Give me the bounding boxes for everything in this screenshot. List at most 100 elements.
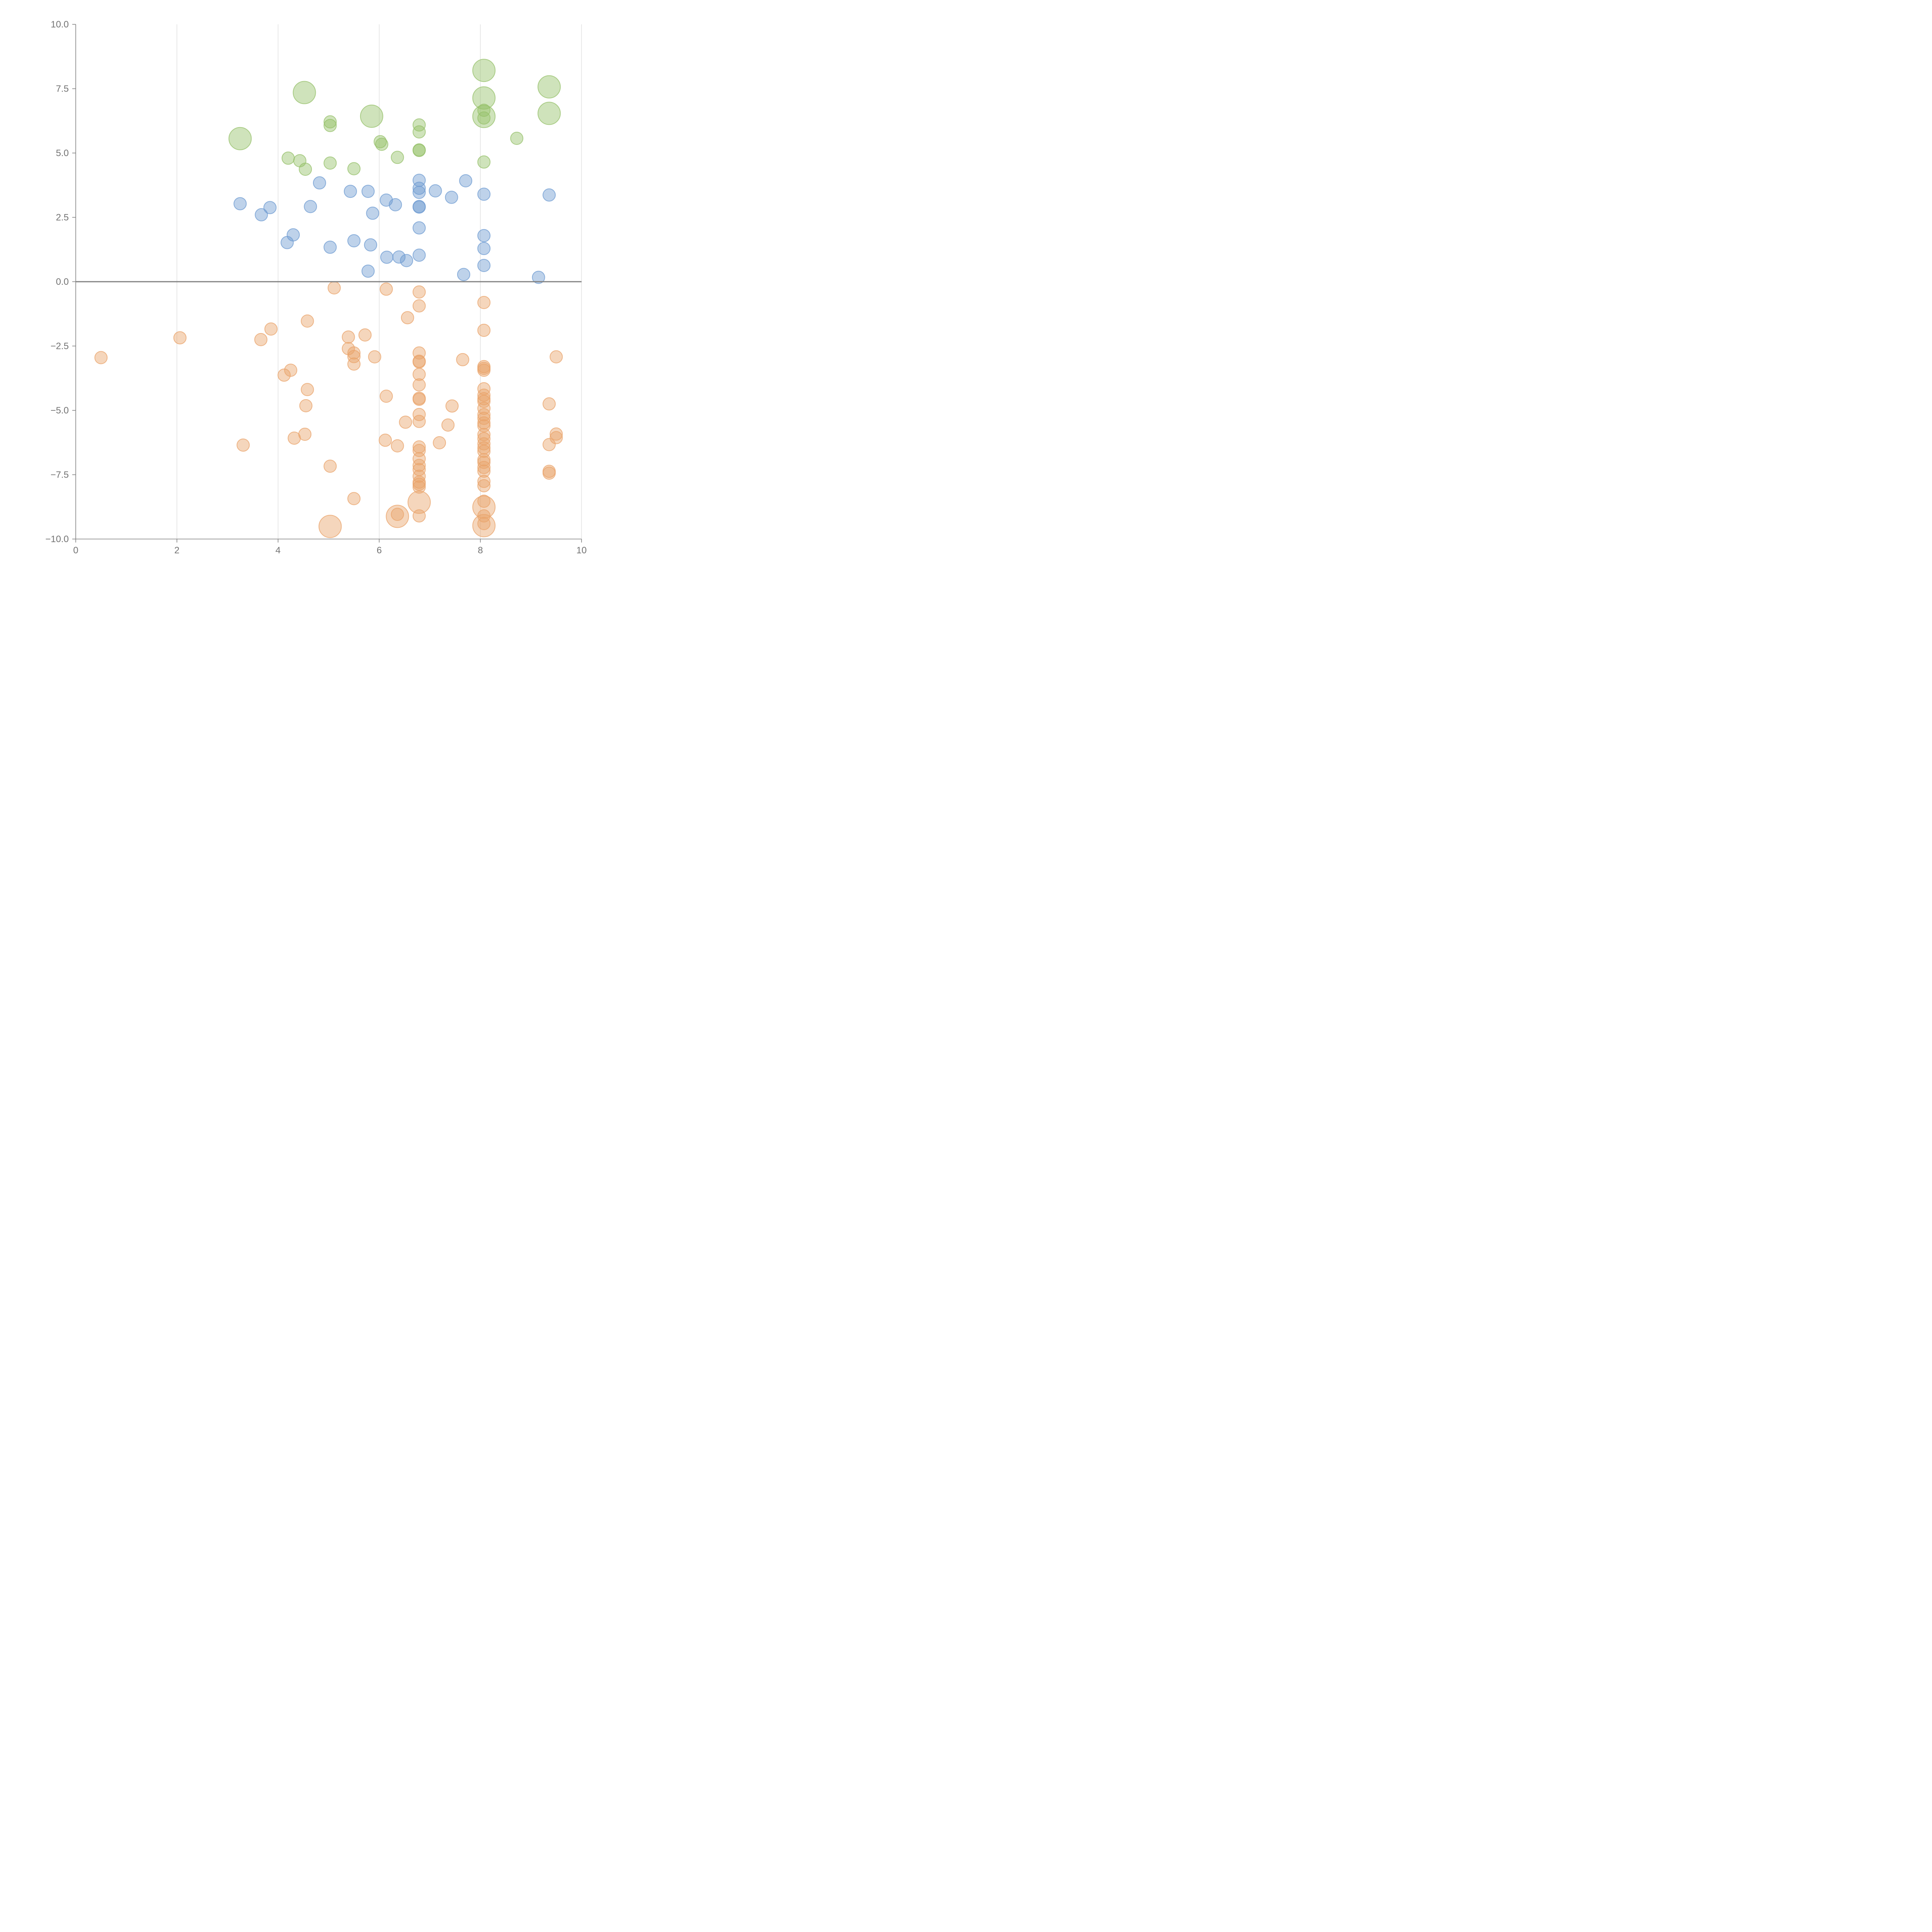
bubble-point — [323, 115, 337, 129]
bubble-point — [412, 478, 426, 491]
bubble-point — [441, 418, 455, 432]
bubble-point — [304, 200, 317, 213]
bubble-point — [173, 331, 187, 345]
bubble-point — [389, 198, 402, 211]
bubble-point — [412, 144, 426, 157]
bubble-point — [228, 127, 252, 150]
bubble-point — [347, 162, 361, 175]
bubble-point — [457, 268, 470, 281]
bubble-point — [323, 119, 337, 132]
bubble-point — [399, 415, 412, 429]
bubble-point — [477, 259, 491, 272]
bubble-point — [360, 104, 383, 128]
bubble-point — [412, 367, 426, 381]
bubble-point — [477, 441, 491, 455]
bubble-point — [236, 438, 250, 452]
y-tick-label: −10.0 — [45, 534, 69, 544]
bubble-point — [264, 322, 278, 336]
bubble-point — [477, 517, 491, 530]
bubble-point — [429, 184, 442, 197]
bubble-point — [412, 248, 426, 262]
bubble-point — [391, 151, 404, 164]
bubble-point — [412, 125, 426, 139]
bubble-point — [477, 395, 491, 408]
bubble-point — [477, 495, 491, 508]
bubble-point — [543, 397, 556, 411]
bubble-point — [318, 515, 342, 538]
x-tick-label: 8 — [478, 545, 483, 556]
bubble-point — [392, 250, 406, 264]
bubble-point — [477, 437, 491, 451]
bubble-point — [361, 185, 375, 198]
bubble-point — [342, 330, 355, 344]
bubble-point — [543, 188, 556, 202]
bubble-point — [368, 350, 381, 364]
bubble-point — [313, 176, 326, 190]
bubble-point — [358, 328, 372, 342]
bubble-point — [412, 459, 426, 472]
bubble-point — [323, 459, 337, 473]
bubble-point — [412, 285, 426, 299]
bubble-point — [301, 383, 314, 396]
bubble-point — [323, 156, 337, 170]
bubble-point — [412, 415, 426, 428]
bubble-point — [477, 242, 491, 255]
bubble-point — [347, 346, 361, 360]
bubble-point — [380, 250, 393, 264]
y-tick-label: 7.5 — [56, 84, 69, 94]
bubble-point — [477, 428, 491, 441]
x-tick-label: 0 — [73, 545, 78, 556]
bubble-point — [477, 187, 491, 201]
bubble-point — [433, 436, 446, 449]
bubble-point — [549, 427, 563, 441]
bubble-point — [412, 118, 426, 132]
bubble-point — [412, 440, 426, 454]
x-axis-ticks: 0 2 4 6 8 10 — [73, 539, 587, 556]
bubble-point — [412, 480, 426, 494]
bubble-point — [543, 466, 556, 480]
bubble-point — [477, 479, 491, 493]
bubble-point — [347, 350, 361, 363]
bubble-point — [445, 190, 458, 204]
bubble-point — [379, 434, 392, 447]
bubble-point — [412, 509, 426, 523]
bubble-point — [445, 399, 459, 413]
bubble-point — [477, 416, 491, 430]
bubble-point — [299, 163, 312, 176]
bubble-point — [477, 296, 491, 309]
bubble-point — [286, 228, 300, 242]
bubble-point — [472, 514, 496, 537]
bubble-point — [391, 508, 404, 521]
x-tick-label: 2 — [174, 545, 179, 556]
bubble-point — [477, 474, 491, 488]
bubble-point — [298, 427, 311, 441]
bubble-point — [477, 111, 491, 125]
bubble-point — [401, 311, 414, 325]
bubble-point — [477, 461, 491, 474]
bubble-point — [284, 364, 298, 377]
bubble-point — [347, 492, 361, 505]
bubble-point — [477, 323, 491, 337]
bubble-point — [412, 299, 426, 313]
y-tick-label: 10.0 — [51, 19, 69, 30]
bubble-point — [456, 353, 469, 366]
bubbles — [94, 59, 563, 538]
bubble-point — [412, 393, 426, 406]
x-tick-label: 10 — [577, 545, 587, 556]
bubble-point — [412, 200, 426, 214]
bubble-point — [379, 282, 393, 296]
bubble-point — [277, 368, 291, 382]
y-axis-ticks: 10.0 7.5 5.0 2.5 0.0 −2.5 −5.0 −7.5 −10.0 — [45, 19, 76, 544]
bubble-point — [407, 490, 431, 514]
bubble-point — [412, 378, 426, 392]
bubble-point — [477, 229, 491, 242]
bubble-point — [263, 201, 277, 214]
bubble-point — [472, 86, 496, 110]
bubble-point — [344, 185, 357, 198]
y-tick-label: −2.5 — [51, 341, 69, 352]
bubble-point — [537, 75, 561, 99]
bubble-point — [549, 350, 563, 364]
y-tick-label: −7.5 — [51, 470, 69, 480]
bubble-point — [477, 364, 491, 377]
bubble-point — [323, 240, 337, 254]
